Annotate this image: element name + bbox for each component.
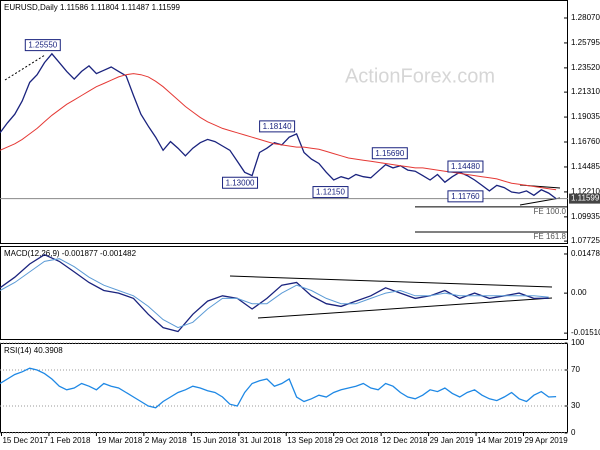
annotation-label: 1.25550 bbox=[28, 41, 57, 50]
y-tick-label: 1.09935 bbox=[571, 212, 600, 221]
y-tick-label: 1.12210 bbox=[571, 187, 600, 196]
last-price-box bbox=[569, 193, 600, 204]
x-tick-label: 15 Jun 2018 bbox=[192, 436, 237, 445]
annotation-label: 1.18140 bbox=[263, 122, 292, 131]
trend-line bbox=[229, 275, 553, 288]
x-tick-label: 29 Oct 2018 bbox=[335, 436, 379, 445]
y-tick-label: 1.14485 bbox=[571, 162, 600, 171]
y-tick-label: 0.014786 bbox=[571, 249, 600, 258]
x-tick-label: 31 Jul 2018 bbox=[240, 436, 282, 445]
y-tick-label: 1.23520 bbox=[571, 63, 600, 72]
x-tick-label: 29 Jan 2019 bbox=[430, 436, 475, 445]
series-line bbox=[0, 73, 557, 191]
x-tick-label: 19 Mar 2018 bbox=[97, 436, 142, 445]
panel-title: EURUSD,Daily 1.11586 1.11804 1.11487 1.1… bbox=[4, 3, 181, 12]
annotation-label: 1.12150 bbox=[316, 188, 345, 197]
annotation-box bbox=[259, 120, 296, 133]
y-tick-label: -0.015107 bbox=[571, 328, 600, 337]
annotation-label: 1.11760 bbox=[451, 192, 480, 201]
series-line bbox=[0, 258, 549, 329]
annotation-label: 1.13000 bbox=[226, 178, 255, 187]
y-tick-label: 1.19035 bbox=[571, 112, 600, 121]
watermark: ActionForex.com bbox=[345, 65, 495, 87]
y-tick-label: 1.07725 bbox=[571, 236, 600, 245]
fe-label: FE 100.0 bbox=[534, 207, 567, 216]
annotation-box bbox=[371, 147, 408, 160]
series-line bbox=[0, 253, 549, 333]
x-tick-label: 13 Sep 2018 bbox=[287, 436, 333, 445]
y-tick-label: 1.25795 bbox=[571, 38, 600, 47]
x-tick-label: 29 Apr 2019 bbox=[525, 436, 569, 445]
y-tick-label: 30 bbox=[571, 401, 580, 410]
trend-line bbox=[257, 297, 553, 319]
y-tick-label: 1.16760 bbox=[571, 137, 600, 146]
panel-border bbox=[0, 343, 568, 433]
panel-border bbox=[0, 0, 568, 244]
y-tick-label: 0.00 bbox=[571, 288, 587, 297]
last-price-label: 1.11599 bbox=[571, 194, 600, 203]
x-tick-label: 1 Feb 2018 bbox=[50, 436, 91, 445]
x-tick-label: 14 Mar 2019 bbox=[477, 436, 522, 445]
annotation-label: 1.14480 bbox=[451, 162, 480, 171]
annotation-box bbox=[222, 176, 259, 189]
fe-label: FE 161.8 bbox=[534, 232, 567, 241]
annotation-box bbox=[447, 160, 484, 173]
x-tick-label: 2 May 2018 bbox=[145, 436, 187, 445]
x-tick-label: 15 Dec 2017 bbox=[2, 436, 48, 445]
panel-title: RSI(14) 40.3908 bbox=[4, 346, 63, 355]
y-tick-label: 1.28070 bbox=[571, 13, 600, 22]
y-tick-label: 0 bbox=[571, 428, 576, 437]
y-tick-label: 70 bbox=[571, 365, 580, 374]
x-tick-label: 12 Dec 2018 bbox=[382, 436, 428, 445]
trend-line bbox=[519, 197, 561, 206]
annotation-box bbox=[24, 39, 61, 52]
panel-title: MACD(12,26,9) -0.001877 -0.001482 bbox=[4, 249, 137, 258]
annotation-label: 1.15690 bbox=[375, 149, 404, 158]
series-line bbox=[0, 367, 557, 409]
y-tick-label: 100 bbox=[571, 338, 585, 347]
annotation-box bbox=[447, 190, 484, 203]
y-tick-label: 1.21310 bbox=[571, 87, 600, 96]
annotation-box bbox=[312, 186, 349, 199]
